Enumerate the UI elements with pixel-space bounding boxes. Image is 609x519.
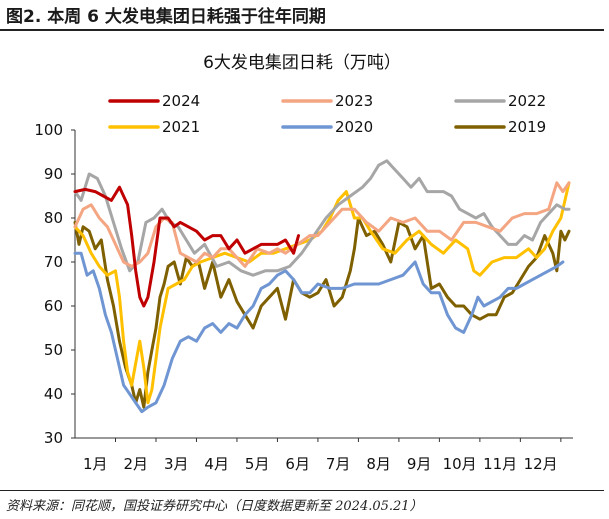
- y-tick-label: 100: [34, 121, 63, 139]
- legend-label-2024: 2024: [162, 92, 200, 110]
- y-tick-label: 30: [44, 429, 63, 447]
- y-tick-label: 80: [44, 209, 63, 227]
- x-tick-label: 10月: [443, 455, 477, 473]
- source-note: 资料来源：同花顺，国投证券研究中心（日度数据更新至 2024.05.21）: [6, 499, 423, 514]
- legend: 2024 2023 2022 2021 2020 2019: [108, 92, 546, 136]
- y-tick-label: 60: [44, 297, 63, 315]
- x-tick-label: 11月: [483, 455, 517, 473]
- y-tick-label: 90: [44, 165, 63, 183]
- series-line-2023: [73, 181, 571, 268]
- y-tick-label: 70: [44, 253, 63, 271]
- x-tick-label: 9月: [407, 455, 432, 473]
- x-tick-label: 8月: [366, 455, 391, 473]
- x-tick-label: 1月: [83, 455, 108, 473]
- legend-label-2020: 2020: [335, 118, 373, 136]
- series-line-2021: [73, 181, 571, 405]
- line-chart: 6大发电集团日耗（万吨） 2024 2023 2022 2021 2020 2019 30…: [34, 53, 573, 473]
- legend-label-2022: 2022: [508, 92, 546, 110]
- x-tick-label: 6月: [285, 455, 310, 473]
- plot-area: 30 40 50 60 70 80 90 100 1月 2月 3月 4月 5月 6月 7月 8月 9月 10月 11…: [34, 121, 573, 473]
- x-tick-label: 5月: [245, 455, 270, 473]
- x-tick-label: 7月: [326, 455, 351, 473]
- title-rule: [0, 29, 604, 31]
- x-tick-label: 4月: [204, 455, 229, 473]
- series-line-2020: [73, 251, 565, 414]
- source-rule: [0, 490, 604, 491]
- series-line-2024: [73, 185, 300, 308]
- x-tick-label: 3月: [164, 455, 189, 473]
- legend-label-2019: 2019: [508, 118, 546, 136]
- series-line-2022: [73, 159, 571, 277]
- legend-label-2021: 2021: [162, 118, 200, 136]
- figure-title: 图2. 本周 6 大发电集团日耗强于往年同期: [6, 7, 326, 27]
- legend-label-2023: 2023: [335, 92, 373, 110]
- chart-title: 6大发电集团日耗（万吨）: [203, 53, 401, 73]
- y-tick-label: 50: [44, 341, 63, 359]
- x-tick-label: 12月: [524, 455, 558, 473]
- x-tick-label: 2月: [123, 455, 148, 473]
- y-tick-label: 40: [44, 385, 63, 403]
